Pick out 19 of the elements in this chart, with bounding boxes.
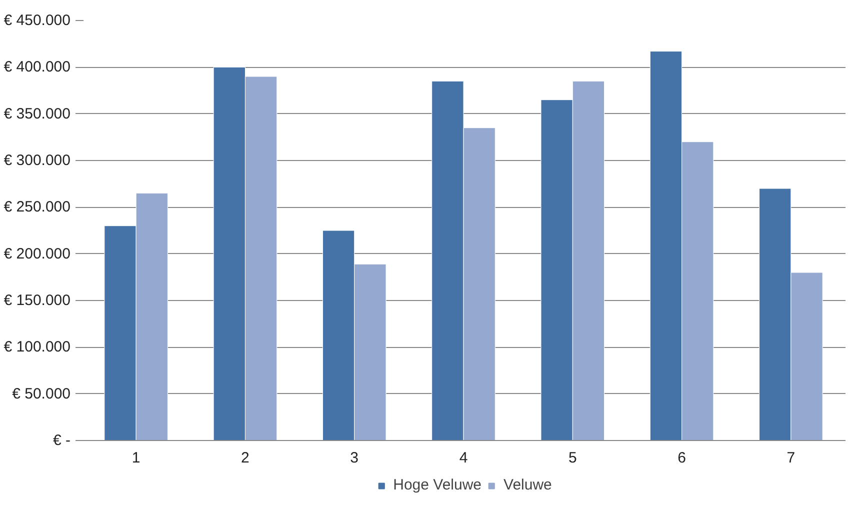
y-tick-label: € 100.000 bbox=[4, 338, 71, 356]
y-tick-label: € - bbox=[52, 432, 71, 449]
y-tick-label: € 200.000 bbox=[4, 245, 71, 262]
x-tick-label: 2 bbox=[241, 450, 250, 466]
y-tick-label: € 300.000 bbox=[4, 152, 71, 169]
legend-label: Veluwe bbox=[504, 476, 552, 494]
y-tick-label: € 50.000 bbox=[12, 385, 70, 402]
x-tick-label: 1 bbox=[132, 450, 140, 466]
x-tick-label: 4 bbox=[459, 450, 468, 466]
legend-label: Hoge Veluwe bbox=[393, 476, 482, 494]
x-tick-label: 7 bbox=[786, 450, 796, 466]
y-tick-label: € 400.000 bbox=[4, 58, 71, 76]
x-tick-label: 6 bbox=[678, 450, 686, 466]
x-tick-label: 3 bbox=[350, 450, 359, 466]
y-tick-label: € 350.000 bbox=[4, 105, 71, 122]
y-tick-label: € 150.000 bbox=[4, 292, 71, 309]
y-tick-label: € 450.000 bbox=[4, 12, 71, 29]
x-tick-label: 5 bbox=[568, 450, 577, 466]
y-tick-label: € 250.000 bbox=[4, 198, 71, 216]
